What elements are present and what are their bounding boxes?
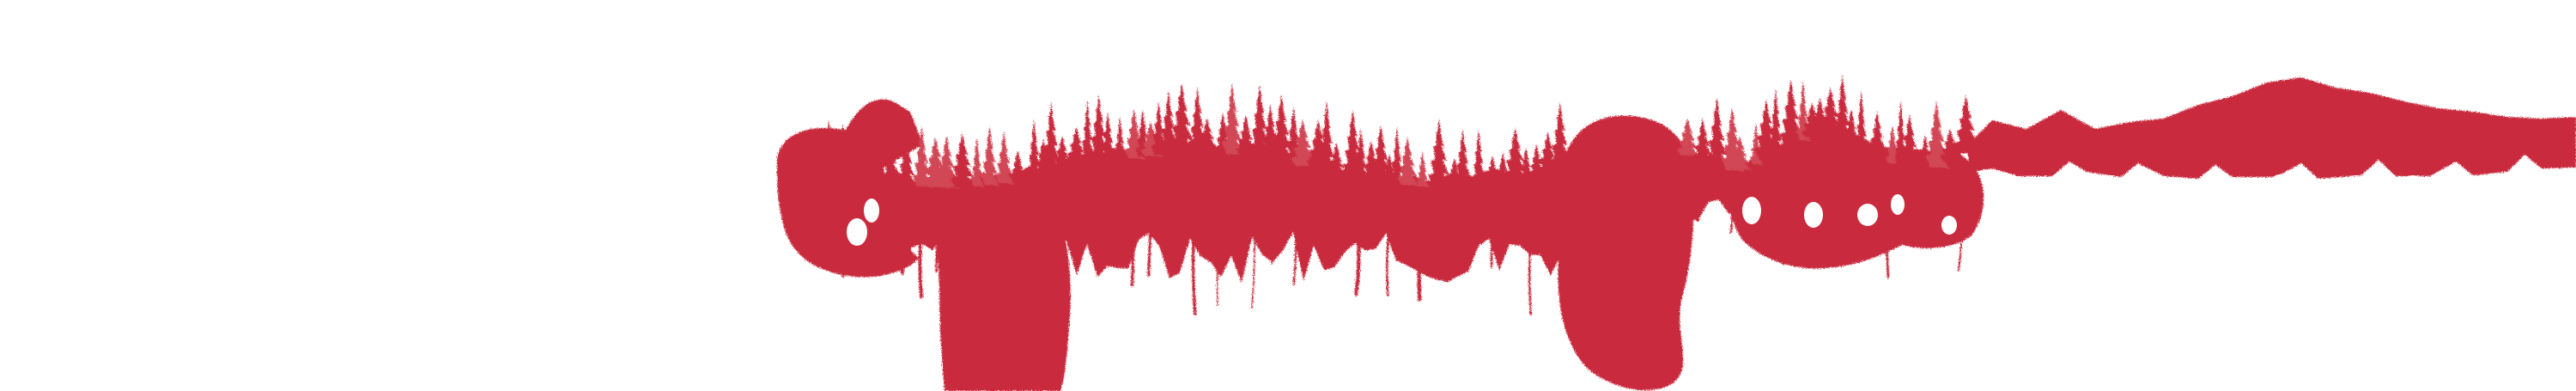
- paint-drip: [1130, 222, 1135, 287]
- spruce-tree: [1936, 129, 1964, 164]
- spruce-tree: [1674, 118, 1701, 157]
- paint-gaps: [847, 174, 2421, 246]
- spruce-tree: [979, 125, 1000, 187]
- spruce-tree: [1287, 119, 1317, 168]
- spruce-tree: [1897, 113, 1923, 171]
- mountain-band: [1966, 77, 2576, 179]
- paint-drip: [1036, 221, 1042, 249]
- spruce-tree: [1923, 101, 1950, 169]
- spruce-tree: [895, 131, 917, 187]
- spruce-tree: [1842, 107, 1860, 144]
- spruce-tree: [1316, 101, 1337, 174]
- paint-drip: [898, 222, 904, 275]
- paint-drip: [1941, 186, 1948, 245]
- paint-drip: [1490, 222, 1494, 268]
- paint-drip: [1319, 222, 1325, 249]
- paint-drip: [1915, 187, 1920, 228]
- spruce-tree: [1832, 74, 1852, 141]
- spruce-tree: [1258, 105, 1282, 162]
- paint-drip: [1885, 187, 1890, 279]
- spruce-tree: [1815, 87, 1845, 138]
- spruce-tree: [969, 137, 985, 188]
- paint-drip: [1454, 222, 1459, 260]
- paint-drip: [1171, 222, 1176, 242]
- paint-drip: [872, 223, 876, 275]
- paint-drip: [934, 222, 940, 273]
- spruce-tree: [1546, 101, 1573, 174]
- paint-drip: [1850, 188, 1853, 230]
- paint-drip: [1147, 222, 1152, 277]
- spruce-tree: [1112, 116, 1127, 162]
- spruce-tree: [1394, 136, 1420, 187]
- spruce-tree: [1415, 150, 1430, 189]
- spruce-tree: [1866, 110, 1887, 158]
- spruce-tree: [1267, 94, 1295, 164]
- paint-drip: [1096, 223, 1100, 274]
- paint-drip: [1354, 221, 1361, 296]
- spruce-tree: [1452, 128, 1473, 189]
- spruce-tree: [1470, 129, 1487, 188]
- paint-drip: [1000, 222, 1005, 244]
- paint-drip: [969, 222, 975, 267]
- treeline: [817, 74, 1981, 318]
- spruce-tree: [1007, 150, 1028, 183]
- spruce-tree: [993, 131, 1015, 186]
- paint-drip: [1528, 222, 1534, 315]
- spruce-tree: [1854, 90, 1868, 149]
- spruce-tree: [1039, 101, 1063, 177]
- spruce-tree: [880, 133, 901, 185]
- paint-drip: [918, 222, 924, 299]
- paint-drip: [1696, 187, 1703, 222]
- spruce-tree: [1704, 97, 1730, 171]
- paint-drip: [839, 222, 844, 278]
- paint-drip: [1958, 188, 1963, 272]
- spruce-tree: [933, 135, 960, 189]
- paint-drip: [1191, 222, 1197, 316]
- spruce-tree: [910, 126, 933, 188]
- spruce-tree: [1219, 82, 1244, 156]
- spruce-tree: [829, 124, 856, 176]
- paint-drip: [1251, 223, 1255, 309]
- paint-drip: [1057, 222, 1063, 266]
- paint-drip: [1729, 187, 1734, 234]
- spruce-tree: [1166, 82, 1197, 156]
- spruce-tree: [1187, 86, 1208, 156]
- spruce-tree: [1690, 118, 1716, 166]
- spruce-tree: [1352, 127, 1370, 180]
- spruce-tree: [1727, 136, 1753, 172]
- spruce-tree: [868, 144, 888, 183]
- spruce-tree: [946, 132, 978, 189]
- spruce-tree: [1388, 126, 1405, 186]
- spruce-tree: [1098, 111, 1117, 165]
- paint-drip: [1565, 222, 1571, 318]
- spruce-tree: [1194, 118, 1220, 156]
- spruce-tree: [1326, 142, 1346, 175]
- paint-drip: [1216, 223, 1221, 307]
- paint-drip: [1416, 221, 1422, 302]
- spruce-tree: [1425, 119, 1453, 189]
- paint-drip: [1386, 222, 1391, 296]
- paint-drip: [1292, 222, 1297, 286]
- paint-drip: [1781, 186, 1788, 266]
- paint-drip: [1271, 223, 1277, 265]
- spruce-tree: [817, 119, 840, 174]
- spruce-tree: [1767, 88, 1784, 156]
